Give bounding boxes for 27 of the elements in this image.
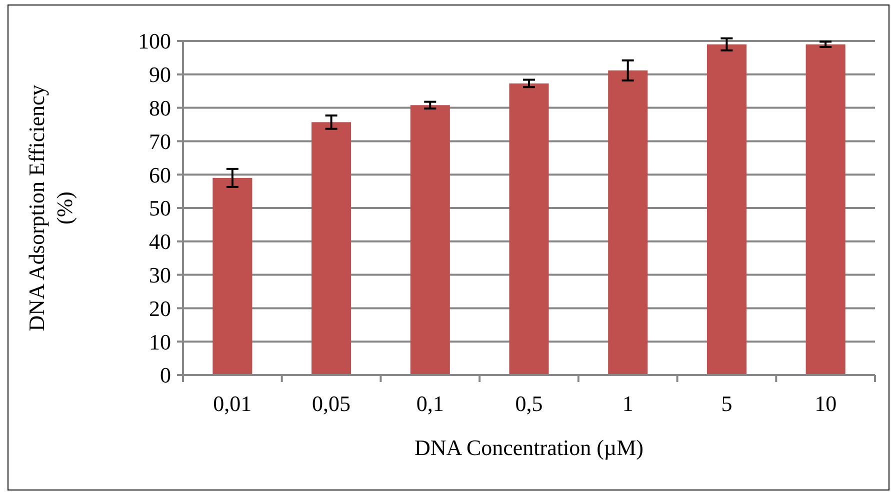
x-tick-label: 5 bbox=[721, 391, 732, 416]
y-axis-title: DNA Adsorption Efficiency (%) bbox=[24, 84, 77, 332]
y-tick-label: 20 bbox=[149, 296, 171, 321]
x-tick-label: 0,1 bbox=[416, 391, 444, 416]
x-tick-label: 10 bbox=[814, 391, 837, 416]
bar bbox=[706, 44, 746, 375]
x-tick-label: 0,01 bbox=[213, 391, 252, 416]
y-tick-label: 40 bbox=[149, 229, 171, 254]
bar bbox=[608, 70, 648, 375]
x-tick-label: 1 bbox=[622, 391, 634, 416]
bar bbox=[509, 83, 549, 375]
x-tick-label: 0,5 bbox=[515, 391, 543, 416]
y-tick-label: 60 bbox=[149, 162, 171, 188]
y-tick-label: 90 bbox=[149, 62, 171, 88]
y-tick-label: 10 bbox=[149, 329, 171, 354]
bar bbox=[312, 122, 352, 375]
bar bbox=[806, 44, 846, 375]
y-tick-label: 50 bbox=[149, 196, 171, 221]
x-axis-title: DNA Concentration (µM) bbox=[414, 435, 644, 460]
y-tick-label: 70 bbox=[149, 128, 171, 154]
y-tick-label: 0 bbox=[160, 362, 171, 388]
y-tick-label: 100 bbox=[138, 28, 171, 54]
bar bbox=[212, 178, 252, 375]
x-tick-label: 0,05 bbox=[312, 391, 351, 416]
y-tick-label: 80 bbox=[149, 96, 171, 120]
bar bbox=[410, 105, 450, 375]
y-tick-label: 30 bbox=[149, 262, 171, 288]
